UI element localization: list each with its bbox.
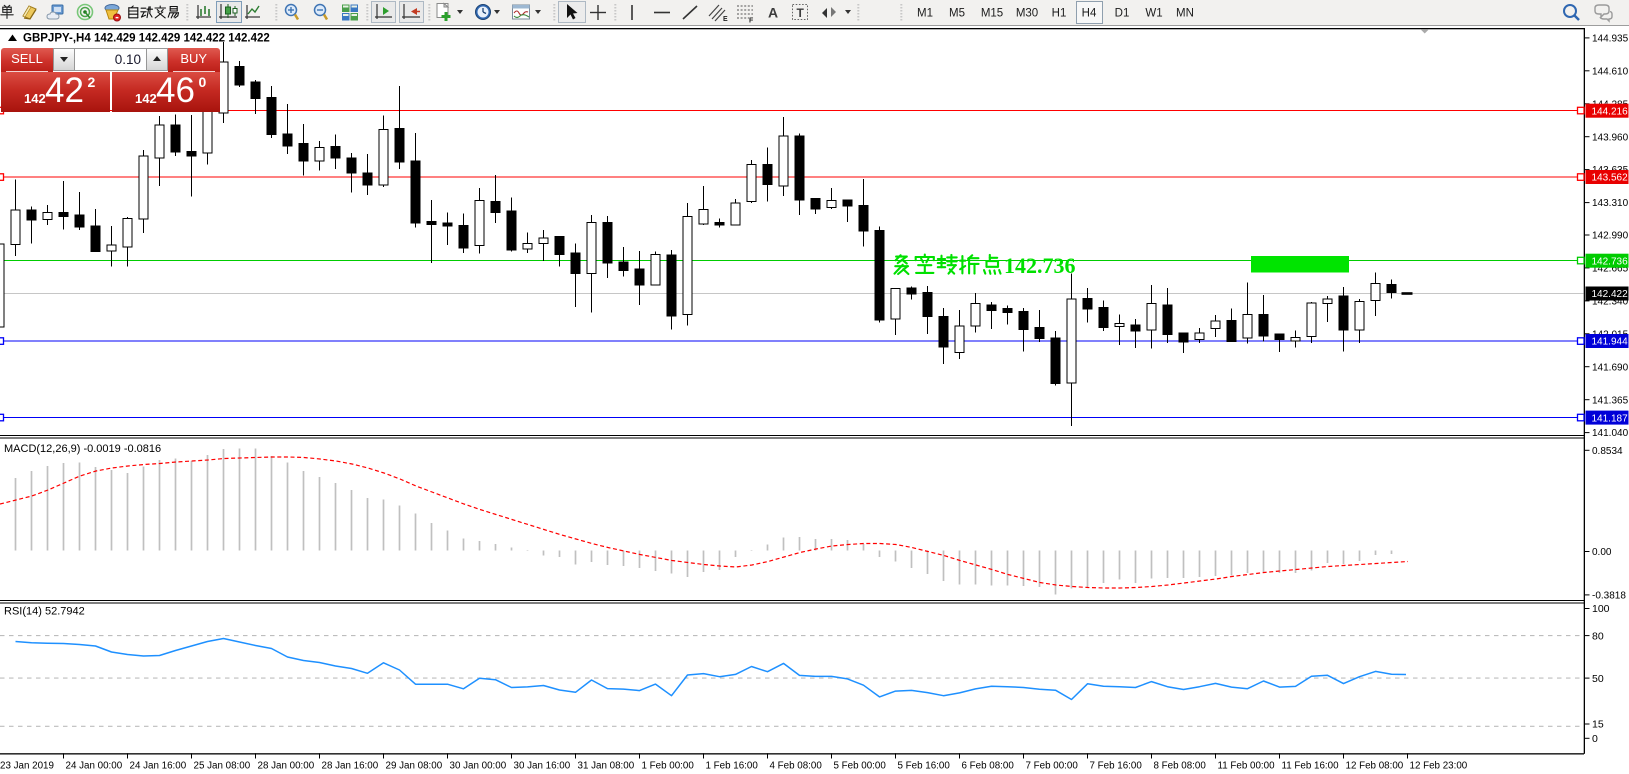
svg-text:141.365: 141.365 bbox=[1592, 395, 1629, 406]
svg-text:30 Jan 00:00: 30 Jan 00:00 bbox=[450, 761, 507, 772]
svg-text:143.960: 143.960 bbox=[1592, 132, 1629, 143]
svg-text:142.736: 142.736 bbox=[1592, 256, 1629, 267]
svg-text:144.216: 144.216 bbox=[1592, 106, 1629, 117]
svg-text:24 Jan 16:00: 24 Jan 16:00 bbox=[130, 761, 187, 772]
svg-text:E: E bbox=[723, 16, 728, 23]
svg-text:6 Feb 08:00: 6 Feb 08:00 bbox=[962, 761, 1015, 772]
svg-text:24 Jan 00:00: 24 Jan 00:00 bbox=[66, 761, 123, 772]
svg-text:141.690: 141.690 bbox=[1592, 362, 1629, 373]
svg-text:144.610: 144.610 bbox=[1592, 66, 1629, 77]
svg-text:25 Jan 08:00: 25 Jan 08:00 bbox=[194, 761, 251, 772]
svg-text:W1: W1 bbox=[1145, 8, 1162, 20]
svg-text:12 Feb 23:00: 12 Feb 23:00 bbox=[1410, 761, 1468, 772]
svg-text:0.8534: 0.8534 bbox=[1592, 446, 1623, 457]
svg-text:MACD(12,26,9) -0.0019 -0.0816: MACD(12,26,9) -0.0019 -0.0816 bbox=[4, 443, 161, 455]
svg-text:A: A bbox=[768, 5, 778, 21]
svg-text:H4: H4 bbox=[1082, 8, 1097, 20]
svg-text:11 Feb 16:00: 11 Feb 16:00 bbox=[1282, 761, 1340, 772]
svg-text:5 Feb 00:00: 5 Feb 00:00 bbox=[834, 761, 887, 772]
svg-text:T: T bbox=[797, 6, 805, 20]
svg-text:142.665: 142.665 bbox=[1592, 264, 1629, 275]
svg-text:31 Jan 08:00: 31 Jan 08:00 bbox=[578, 761, 635, 772]
svg-text:15: 15 bbox=[1592, 719, 1604, 731]
svg-text:7 Feb 00:00: 7 Feb 00:00 bbox=[1026, 761, 1079, 772]
svg-text:30 Jan 16:00: 30 Jan 16:00 bbox=[514, 761, 571, 772]
svg-text:28 Jan 00:00: 28 Jan 00:00 bbox=[258, 761, 315, 772]
svg-text:M5: M5 bbox=[949, 8, 965, 20]
svg-text:M15: M15 bbox=[981, 8, 1003, 20]
svg-text:11 Feb 00:00: 11 Feb 00:00 bbox=[1218, 761, 1276, 772]
svg-text:142.340: 142.340 bbox=[1592, 297, 1629, 308]
svg-text:RSI(14) 52.7942: RSI(14) 52.7942 bbox=[4, 606, 85, 618]
svg-text:M30: M30 bbox=[1016, 8, 1038, 20]
svg-text:142.736: 142.736 bbox=[1004, 253, 1076, 278]
svg-text:142.422: 142.422 bbox=[1592, 289, 1629, 300]
svg-text:142.990: 142.990 bbox=[1592, 231, 1629, 242]
svg-text:D1: D1 bbox=[1115, 8, 1130, 20]
svg-text:5 Feb 16:00: 5 Feb 16:00 bbox=[898, 761, 951, 772]
svg-text:143.562: 143.562 bbox=[1592, 173, 1629, 184]
svg-text:141.040: 141.040 bbox=[1592, 428, 1629, 439]
svg-text:28 Jan 16:00: 28 Jan 16:00 bbox=[322, 761, 379, 772]
svg-text:141.187: 141.187 bbox=[1592, 413, 1629, 424]
svg-text:144.935: 144.935 bbox=[1592, 34, 1629, 45]
svg-text:50: 50 bbox=[1592, 673, 1604, 685]
svg-text:F: F bbox=[749, 18, 754, 25]
svg-text:141.944: 141.944 bbox=[1592, 337, 1629, 348]
svg-text:0.00: 0.00 bbox=[1592, 547, 1612, 558]
svg-text:4 Feb 08:00: 4 Feb 08:00 bbox=[770, 761, 823, 772]
svg-text:MN: MN bbox=[1176, 8, 1194, 20]
svg-text:GBPJPY-,H4 142.429 142.429 14: GBPJPY-,H4 142.429 142.429 142.422 142.4… bbox=[23, 33, 270, 45]
svg-text:12 Feb 08:00: 12 Feb 08:00 bbox=[1346, 761, 1404, 772]
svg-text:1 Feb 00:00: 1 Feb 00:00 bbox=[642, 761, 695, 772]
svg-text:-0.3818: -0.3818 bbox=[1592, 591, 1626, 602]
svg-text:23 Jan 2019: 23 Jan 2019 bbox=[0, 761, 54, 772]
svg-text:100: 100 bbox=[1592, 603, 1610, 615]
svg-text:1 Feb 16:00: 1 Feb 16:00 bbox=[706, 761, 759, 772]
svg-text:7 Feb 16:00: 7 Feb 16:00 bbox=[1090, 761, 1143, 772]
svg-text:80: 80 bbox=[1592, 630, 1604, 642]
svg-text:M1: M1 bbox=[917, 8, 933, 20]
svg-text:0: 0 bbox=[1592, 733, 1598, 745]
svg-text:143.310: 143.310 bbox=[1592, 198, 1629, 209]
svg-text:29 Jan 08:00: 29 Jan 08:00 bbox=[386, 761, 443, 772]
svg-text:8 Feb 08:00: 8 Feb 08:00 bbox=[1154, 761, 1207, 772]
svg-text:H1: H1 bbox=[1052, 8, 1067, 20]
